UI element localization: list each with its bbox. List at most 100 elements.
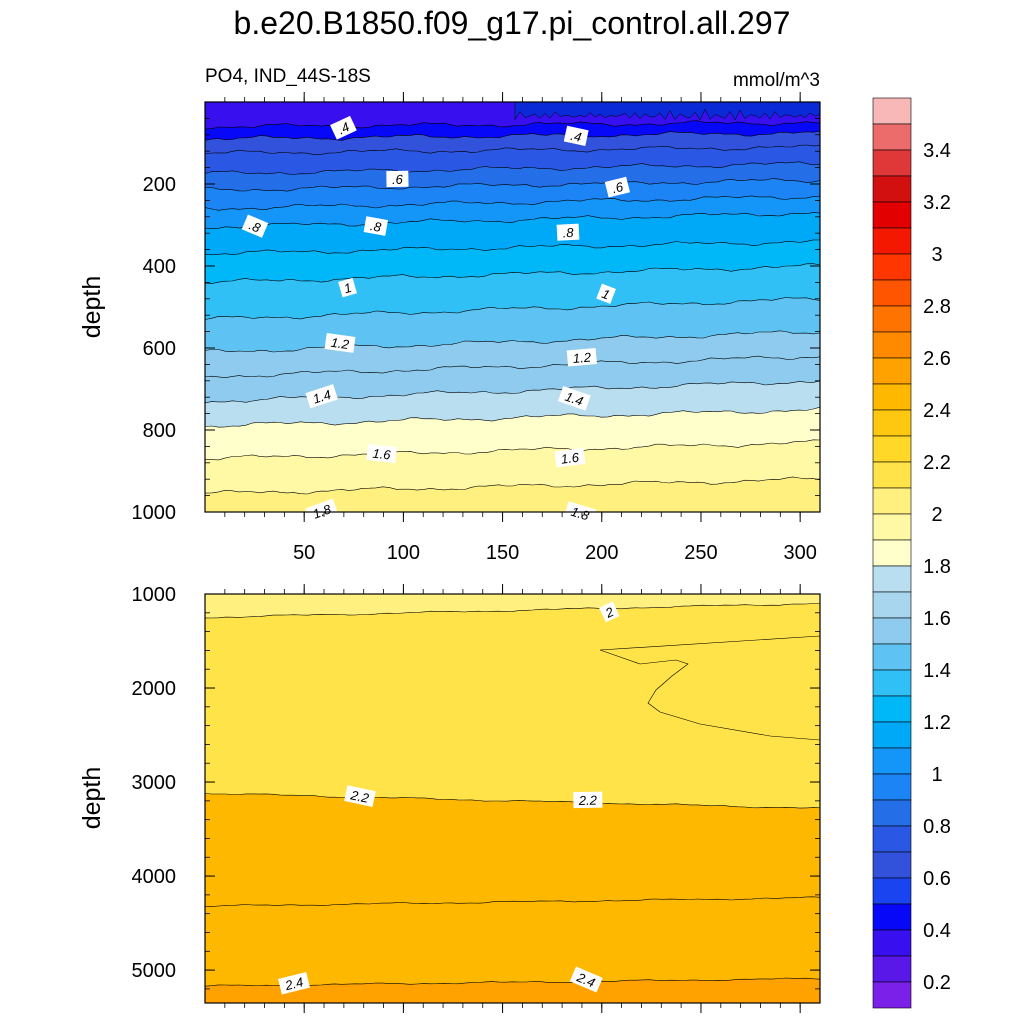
colorbar-label: 0.8	[923, 816, 951, 838]
contour-line-2	[205, 603, 820, 619]
colorbar-box	[872, 279, 912, 307]
colorbar-box	[872, 305, 912, 333]
contour-label: 1.8	[305, 498, 339, 524]
y-tick-label: 1000	[132, 584, 177, 606]
contour-line-0.4	[205, 130, 820, 141]
upper-contour-lines	[205, 120, 820, 495]
contour-line-0.8	[205, 195, 820, 211]
units-label: mmol/m^3	[733, 70, 820, 91]
colorbar-box	[872, 435, 912, 463]
lower-contour-lines	[205, 603, 820, 987]
colorbar-label: 2.4	[923, 400, 951, 422]
variable-region-label: PO4, IND_44S-18S	[205, 66, 371, 87]
colorbar-box	[872, 747, 912, 775]
contour-label-text: .6	[610, 179, 625, 196]
colorbar-box	[872, 383, 912, 411]
colorbar-box	[872, 591, 912, 619]
contour-label: 2.2	[573, 791, 603, 809]
contour-embayment-2	[599, 635, 820, 741]
y-tick-label: 3000	[132, 772, 177, 794]
colorbar-box	[872, 201, 912, 229]
colorbar-box	[872, 643, 912, 671]
colorbar-label: 3	[931, 244, 942, 266]
upper-axes: 200 400 600 800 1000 50 100 150 200 250 300	[132, 92, 820, 564]
x-tick-label: 250	[684, 542, 717, 564]
colorbar-label: 2.2	[923, 452, 951, 474]
upper-y-axis-label: depth	[78, 276, 106, 339]
contour-label-text: .6	[392, 172, 404, 187]
contour-label: 1.2	[566, 348, 597, 367]
contour-label-text: 2.2	[348, 787, 371, 806]
contour-label-text: 1.8	[311, 501, 334, 522]
contour-label-text: 1	[342, 280, 353, 296]
colorbar-labels: 3.4 3.2 3 2.8 2.6 2.4 2.2 2 1.8 1.6 1.4 1.2 1 0.8 0.6 0…	[923, 140, 951, 994]
contour-label: 1.6	[366, 444, 397, 464]
contour-line-2.2	[205, 793, 820, 809]
colorbar-box	[872, 799, 912, 827]
contour-label-text: 1.8	[569, 504, 591, 524]
colorbar-box	[872, 513, 912, 541]
contour-label-text: 1.4	[563, 389, 585, 409]
x-tick-label: 100	[387, 542, 420, 564]
colorbar-box	[872, 539, 912, 567]
contour-label: .6	[386, 170, 409, 188]
contour-line-2.3	[205, 896, 820, 907]
lower-panel: 2 2.2 2.2 2.4 2.4 1000 2000 3000 4000 5000 depth	[78, 584, 821, 1013]
contour-line-1.4	[205, 355, 820, 379]
colorbar-box	[872, 903, 912, 931]
colorbar-label: 0.6	[923, 868, 951, 890]
x-tick-label: 200	[585, 542, 618, 564]
colorbar-box	[872, 955, 912, 983]
x-tick-label: 150	[486, 542, 519, 564]
colorbar-label: 0.2	[923, 972, 951, 994]
y-tick-label: 4000	[132, 866, 177, 888]
colorbar: 3.4 3.2 3 2.8 2.6 2.4 2.2 2 1.8 1.6 1.4 1.2 1 0.8 0.6 0…	[872, 97, 951, 1009]
contour-label-text: 1.2	[572, 349, 592, 366]
contour-label: .8	[363, 216, 389, 236]
lower-axes: 1000 2000 3000 4000 5000	[132, 584, 820, 1013]
colorbar-label: 1	[931, 764, 942, 786]
contour-label-text: 2.4	[283, 974, 305, 993]
contour-line-1.8	[205, 476, 820, 495]
colorbar-box	[872, 825, 912, 853]
upper-contour-labels: .4 .4 .6 .6 .8 .8 .8 1 1 1.2 1.2 1.4 1.4 1.6 1.6 1.8 1.8	[241, 115, 631, 525]
colorbar-box	[872, 227, 912, 255]
contour-label: 1.4	[305, 384, 339, 409]
fill-band-2.3	[205, 896, 820, 1003]
contour-label-text: 2.4	[574, 969, 597, 990]
contour-label: 2.4	[278, 971, 311, 995]
upper-plot-frame	[204, 101, 821, 513]
contour-label: .8	[556, 223, 580, 241]
y-tick-label: 2000	[132, 678, 177, 700]
contour-label-text: .4	[569, 128, 583, 145]
contour-label: .4	[330, 115, 357, 140]
upper-panel: .4 .4 .6 .6 .8 .8 .8 1 1 1.2 1.2 1.4 1.4 1.6 1.6 1.8 1.8…	[78, 92, 821, 564]
colorbar-boxes	[872, 97, 912, 1009]
lower-y-axis-label: depth	[78, 767, 106, 830]
contour-label: 1.8	[564, 501, 597, 525]
x-tick-label: 50	[293, 542, 315, 564]
y-tick-label: 600	[143, 338, 176, 360]
colorbar-label: 2.8	[923, 296, 951, 318]
colorbar-box	[872, 487, 912, 515]
colorbar-box	[872, 721, 912, 749]
colorbar-box	[872, 929, 912, 957]
x-tick-label: 300	[783, 542, 816, 564]
colorbar-box	[872, 123, 912, 151]
contour-label-text: 1.6	[372, 446, 392, 463]
y-tick-label: 800	[143, 420, 176, 442]
colorbar-box	[872, 695, 912, 723]
colorbar-box	[872, 617, 912, 645]
fill-band-2.4	[205, 978, 820, 1003]
contour-line-1.3	[205, 330, 820, 353]
contour-label: 1.2	[324, 332, 356, 353]
contour-line-1.6	[205, 406, 820, 428]
colorbar-label: 1.2	[923, 712, 951, 734]
colorbar-box	[872, 331, 912, 359]
colorbar-box	[872, 851, 912, 879]
colorbar-box	[872, 773, 912, 801]
contour-line-1.7	[205, 439, 820, 461]
contour-line-1	[205, 239, 820, 256]
contour-label: .4	[563, 125, 589, 146]
